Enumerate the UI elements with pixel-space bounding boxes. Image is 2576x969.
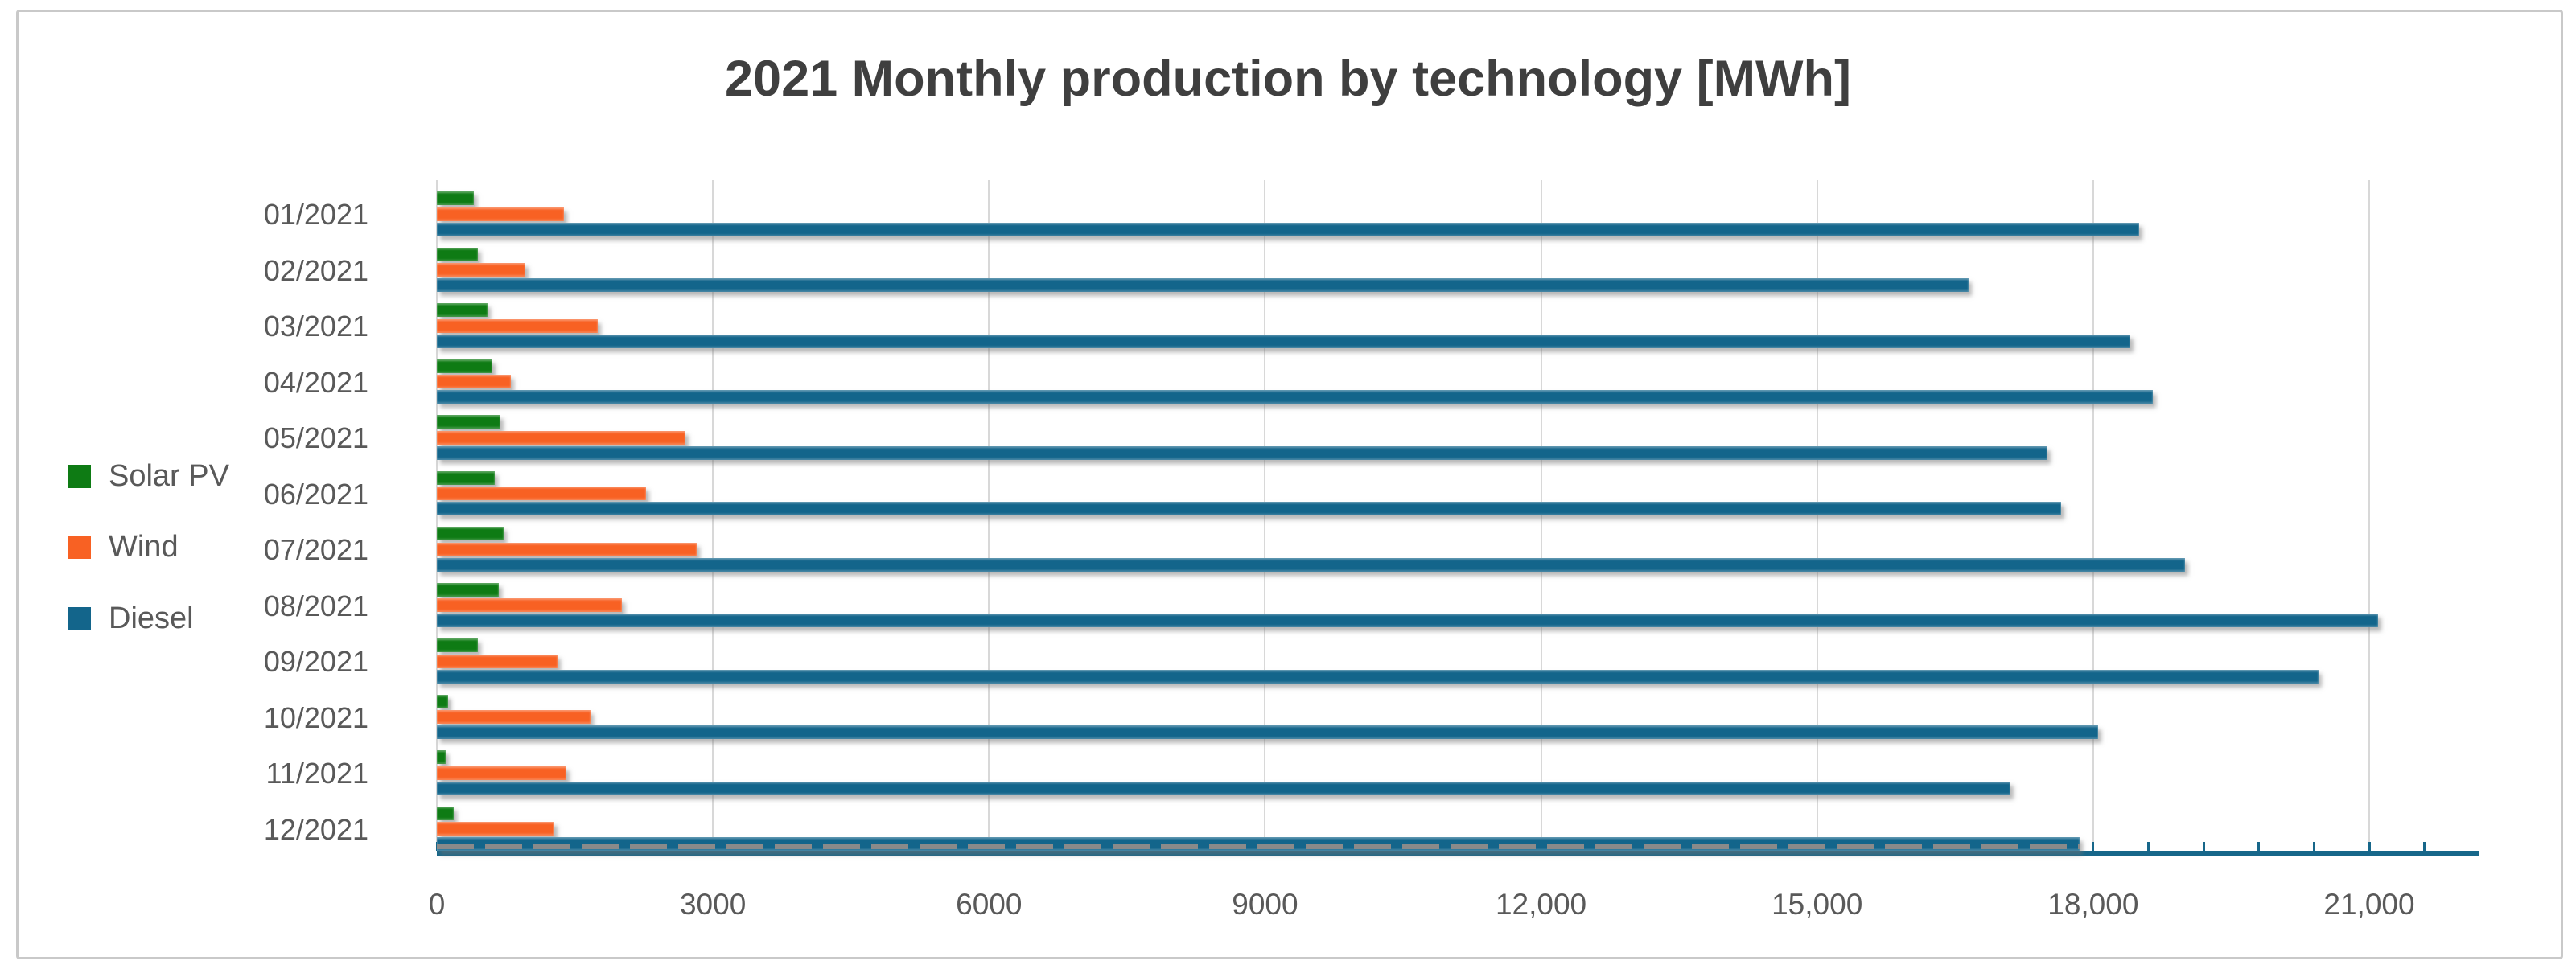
bar-solar-pv <box>437 415 500 429</box>
axis-minor-tick <box>2146 842 2150 851</box>
bar-diesel <box>437 669 2319 684</box>
x-axis-line <box>437 851 2480 856</box>
category-label: 08/2021 <box>263 589 368 622</box>
bar-solar-pv <box>437 750 446 764</box>
axis-minor-tick <box>2202 842 2205 851</box>
bar-wind <box>437 542 697 556</box>
legend-label-solar-pv: Solar PV <box>109 459 229 493</box>
bar-diesel <box>437 614 2379 627</box>
bar-solar-pv <box>437 694 448 708</box>
x-axis-tick-label: 3000 <box>679 888 747 921</box>
bar-wind <box>437 822 555 836</box>
bar-solar-pv <box>437 191 474 205</box>
bar-solar-pv <box>437 359 492 373</box>
axis-minor-tick <box>2257 842 2261 851</box>
bar-diesel <box>437 445 2047 460</box>
bar-wind <box>437 263 525 277</box>
gridline <box>436 180 438 851</box>
bar-diesel <box>437 222 2140 236</box>
x-axis-tick-label: 6000 <box>956 888 1023 921</box>
category-label: 05/2021 <box>263 421 368 454</box>
legend-item-wind: Wind <box>68 530 179 565</box>
x-axis-tick-label: 18,000 <box>2047 888 2139 921</box>
dashed-line-overlay <box>437 844 2080 849</box>
category-label: 09/2021 <box>263 645 368 678</box>
bar-solar-pv <box>437 638 479 652</box>
axis-minor-tick <box>2368 842 2371 851</box>
bar-diesel <box>437 278 1969 292</box>
category-label: 04/2021 <box>263 365 368 399</box>
bar-diesel <box>437 725 2098 739</box>
chart-border <box>16 10 2563 959</box>
category-label: 01/2021 <box>263 198 368 231</box>
category-label: 03/2021 <box>263 310 368 343</box>
bar-diesel <box>437 390 2154 404</box>
bar-wind <box>437 207 564 221</box>
bar-wind <box>437 375 511 388</box>
x-axis-tick-label: 0 <box>428 888 446 921</box>
legend-label-diesel: Diesel <box>109 602 194 635</box>
category-label: 10/2021 <box>263 700 368 734</box>
bar-wind <box>437 710 591 724</box>
bar-diesel <box>437 502 2061 515</box>
x-axis-tick-label: 15,000 <box>1772 888 1863 921</box>
category-label: 11/2021 <box>265 757 368 790</box>
bar-wind <box>437 318 599 333</box>
bar-wind <box>437 766 567 780</box>
legend-item-solar-pv: Solar PV <box>68 459 229 494</box>
bar-diesel <box>437 557 2186 572</box>
category-label: 02/2021 <box>263 253 368 287</box>
gridline <box>2092 180 2094 851</box>
bar-solar-pv <box>437 303 488 317</box>
gridline <box>1264 180 1266 851</box>
x-axis-tick-label: 9000 <box>1232 888 1298 921</box>
legend-swatch-wind-icon <box>68 536 91 559</box>
bar-wind <box>437 487 646 500</box>
bar-wind <box>437 430 685 445</box>
bar-wind <box>437 598 622 612</box>
category-label: 12/2021 <box>263 812 368 846</box>
legend-item-diesel: Diesel <box>68 602 194 636</box>
bar-solar-pv <box>437 247 479 261</box>
gridline <box>2368 180 2370 851</box>
bar-solar-pv <box>437 582 499 597</box>
category-label: 06/2021 <box>263 477 368 511</box>
category-label: 07/2021 <box>263 533 368 566</box>
x-axis-tick-label: 12,000 <box>1495 888 1587 921</box>
bar-solar-pv <box>437 470 496 485</box>
gridline <box>1540 180 1542 851</box>
axis-minor-tick <box>2092 842 2095 851</box>
bar-diesel <box>437 781 2010 795</box>
bar-wind <box>437 654 558 668</box>
x-axis-tick-label: 21,000 <box>2323 888 2415 921</box>
bar-diesel <box>437 334 2130 348</box>
legend-swatch-diesel-icon <box>68 607 91 630</box>
chart-title: 2021 Monthly production by technology [M… <box>725 51 1851 107</box>
gridline <box>1816 180 1818 851</box>
bar-solar-pv <box>437 527 504 540</box>
gridline <box>712 180 714 851</box>
axis-minor-tick <box>2423 842 2426 851</box>
axis-minor-tick <box>2312 842 2315 851</box>
bar-solar-pv <box>437 806 454 820</box>
legend-label-wind: Wind <box>109 530 179 564</box>
gridline <box>988 180 990 851</box>
legend-swatch-solar-pv-icon <box>68 465 91 488</box>
